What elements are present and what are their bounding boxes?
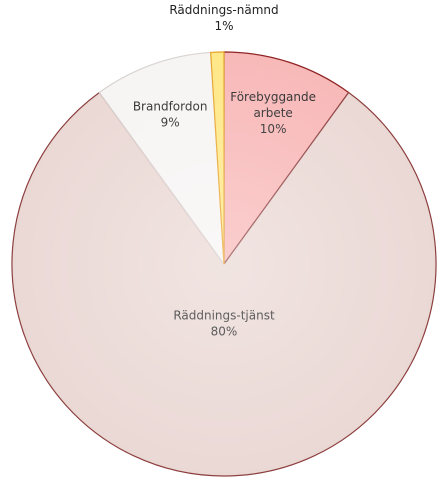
- value-label: 1%: [214, 19, 233, 33]
- label-line: Räddnings-tjänst: [173, 308, 275, 322]
- label-line: Räddnings-nämnd: [169, 3, 278, 17]
- label-line: Förebyggande: [230, 89, 316, 103]
- label-line: Brandfordon: [133, 99, 208, 113]
- data-label: Räddnings-nämnd 1%: [169, 3, 278, 33]
- value-label: 80%: [211, 324, 238, 338]
- label-line: arbete: [253, 105, 292, 119]
- value-label: 10%: [260, 121, 287, 135]
- value-label: 9%: [161, 115, 180, 129]
